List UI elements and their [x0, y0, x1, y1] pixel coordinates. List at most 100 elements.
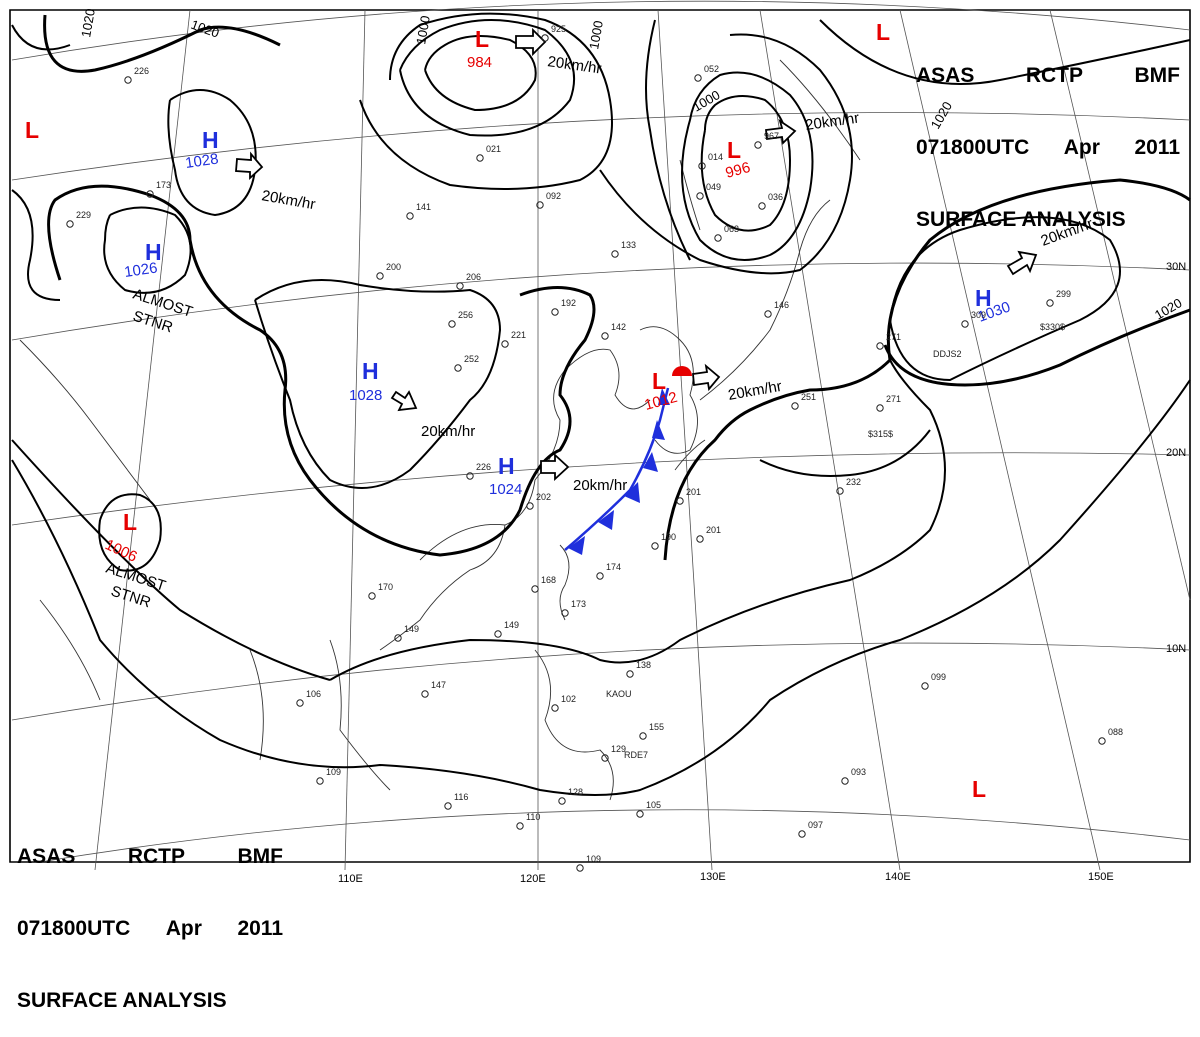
station-pressure-label: 299: [1056, 289, 1071, 299]
chart-header-top: ASAS RCTP BMF 071800UTC Apr 2011 SURFACE…: [916, 16, 1180, 256]
motion-arrow: [692, 363, 721, 392]
isobars: [11, 12, 1191, 796]
station-plot: 052: [694, 64, 719, 82]
station-circle-icon: [698, 162, 706, 170]
station-plot: 201: [696, 525, 721, 543]
station-pressure-label: 309: [971, 310, 986, 320]
station-pressure-label: 271: [886, 332, 901, 342]
station-circle-icon: [454, 364, 462, 372]
station-pressure-label: 200: [386, 262, 401, 272]
station-pressure-label: 128: [568, 787, 583, 797]
station-circle-icon: [124, 76, 132, 84]
high-center-h: H: [145, 239, 162, 265]
motion-arrow: [540, 452, 570, 482]
station-pressure-label: 036: [768, 192, 783, 202]
station-plot: 110: [516, 812, 540, 830]
longitude-label: 140E: [885, 871, 911, 883]
station-plot: 014: [698, 152, 723, 170]
station-plot: 092: [536, 191, 561, 209]
station-circle-icon: [494, 630, 502, 638]
station-plot: 173: [561, 599, 586, 617]
low-center-l: L: [727, 137, 741, 163]
station-circle-icon: [526, 502, 534, 510]
station-pressure-label: 049: [706, 182, 721, 192]
low-center-l: L: [972, 776, 986, 802]
station-pressure-label: 226: [476, 462, 491, 472]
motion-speed-label: 20km/hr: [573, 477, 627, 494]
station-plot: 201: [676, 487, 701, 505]
station-plot: 102: [551, 694, 576, 712]
station-circle-icon: [601, 754, 609, 762]
station-plot: 232: [836, 477, 861, 495]
place-label: KAOU: [606, 689, 632, 699]
station-pressure-label: 097: [808, 820, 823, 830]
cold-front-triangle: [624, 482, 640, 503]
isobar-label: 1000: [586, 19, 606, 50]
station-pressure-label: 105: [646, 800, 661, 810]
station-plot: 221: [501, 330, 526, 348]
station-plot: 190: [651, 532, 676, 550]
station-plot: 088: [1098, 727, 1123, 745]
station-pressure-label: 109: [326, 767, 341, 777]
station-pressure-label: 099: [931, 672, 946, 682]
cold-front-triangle: [643, 452, 658, 472]
station-circle-icon: [394, 634, 402, 642]
low-center-l: L: [652, 368, 666, 394]
map-frame: [9, 9, 1191, 863]
station-plot: 155: [639, 722, 664, 740]
station-circle-icon: [551, 704, 559, 712]
station-plot: 049: [696, 182, 721, 200]
motion-arrow: [515, 27, 547, 57]
station-circle-icon: [531, 585, 539, 593]
high-center-h: H: [362, 358, 379, 384]
station-pressure-label: 110: [526, 812, 540, 822]
station-circle-icon: [651, 542, 659, 550]
low-center-l: L: [123, 509, 137, 535]
station-plot: 128: [558, 787, 583, 805]
header-row-1: ASAS RCTP BMF: [17, 845, 283, 869]
station-plot: 299: [1046, 289, 1071, 307]
isobar-label: 1000: [413, 14, 433, 45]
station-plot: 226: [124, 66, 149, 84]
station-circle-icon: [456, 282, 464, 290]
station-circle-icon: [696, 535, 704, 543]
station-pressure-label: 088: [1108, 727, 1123, 737]
longitude-labels: 110E 120E 130E 140E 150E: [338, 871, 1114, 885]
station-pressure-label: 201: [686, 487, 701, 497]
header-text: Apr: [1063, 136, 1100, 159]
surface-analysis-map: 1020 1020 1000 1000 1000 1020 1020 H 102…: [9, 0, 1191, 885]
station-circle-icon: [714, 234, 722, 242]
station-circle-icon: [791, 402, 799, 410]
header-text: BMF: [237, 845, 284, 868]
station-plot: 192: [551, 298, 576, 316]
station-circle-icon: [876, 342, 884, 350]
header-text: Apr: [165, 917, 202, 940]
station-pressure-label: 147: [431, 680, 446, 690]
latitude-label: 20N: [1166, 447, 1186, 459]
station-plot: 138: [626, 660, 651, 678]
station-plot: 099: [921, 672, 946, 690]
station-pressure-label: 967: [764, 131, 779, 141]
station-circle-icon: [558, 797, 566, 805]
station-pressure-label: 271: [886, 394, 901, 404]
station-circle-icon: [596, 572, 604, 580]
station-pressure-label: 190: [661, 532, 676, 542]
high-center-value: 1028: [184, 150, 219, 171]
station-circle-icon: [561, 609, 569, 617]
station-pressure-label: 129: [611, 744, 626, 754]
station-plot: 093: [841, 767, 866, 785]
station-pressure-label: 256: [458, 310, 473, 320]
station-plot: 309: [961, 310, 986, 328]
station-plot: 252: [454, 354, 479, 372]
station-pressure-label: 155: [649, 722, 664, 732]
station-pressure-label: 226: [134, 66, 149, 76]
station-plot: 063: [714, 224, 739, 242]
station-pressure-label: 014: [708, 152, 723, 162]
station-plot: 226: [466, 462, 491, 480]
station-pressure-label: 201: [706, 525, 721, 535]
station-circle-icon: [551, 308, 559, 316]
station-pressure-label: 168: [541, 575, 556, 585]
station-plot: 133: [611, 240, 636, 258]
station-plot: 142: [601, 322, 626, 340]
station-pressure-label: 925: [551, 24, 566, 34]
